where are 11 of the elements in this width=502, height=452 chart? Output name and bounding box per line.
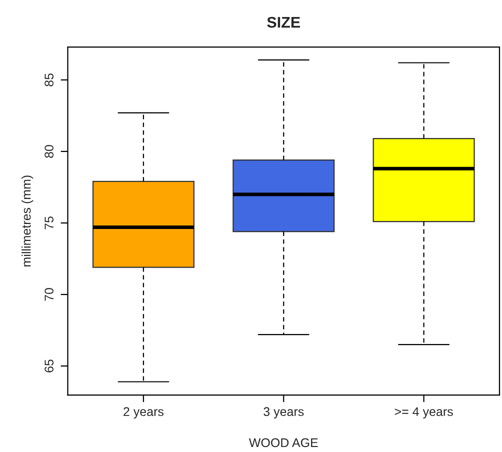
y-tick-label: 65 (44, 360, 54, 372)
chart-title: SIZE (267, 16, 300, 28)
y-axis-title: millimetres (mm) (22, 176, 34, 266)
x-tick-label: >= 4 years (394, 407, 453, 419)
y-tick-label: 75 (44, 216, 54, 230)
y-tick-label: 85 (44, 73, 54, 86)
x-axis-title: WOOD AGE (248, 438, 318, 448)
x-tick-label: 2 years (124, 407, 164, 419)
y-tick-label: 70 (44, 288, 54, 301)
x-tick-label: 3 years (264, 407, 304, 419)
y-tick-label: 80 (44, 144, 54, 158)
